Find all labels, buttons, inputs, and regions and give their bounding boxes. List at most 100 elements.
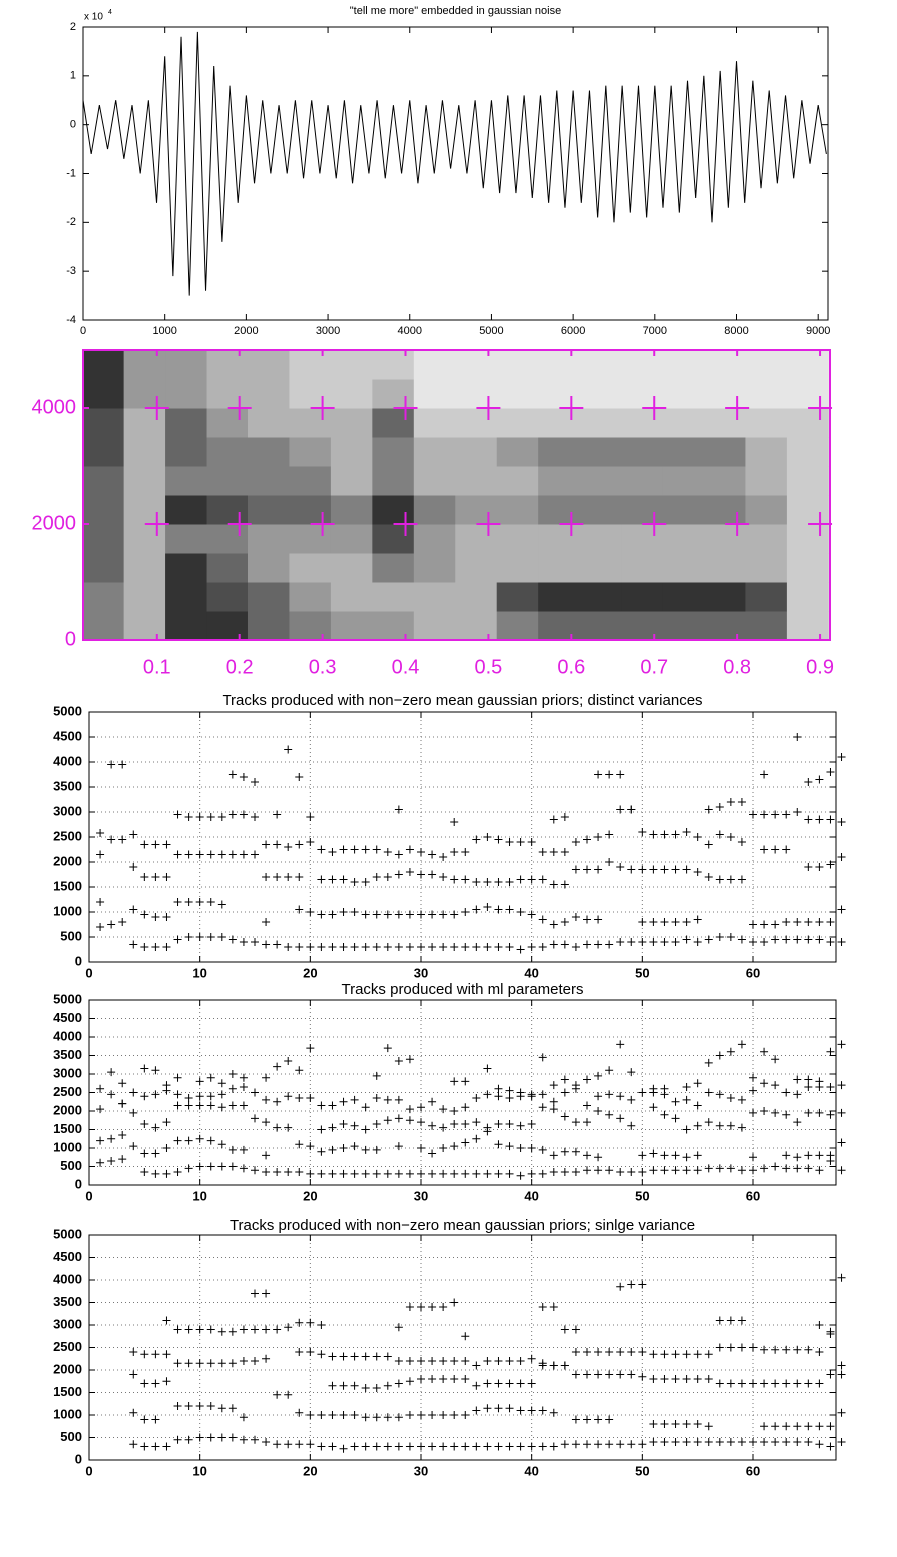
track-point [516,1442,525,1451]
track-point [372,845,381,854]
x-tick-label: 2000 [234,325,258,337]
track-point [262,1325,271,1334]
x-tick-label: 0.5 [475,656,503,678]
spectrogram-cell [82,437,125,467]
track-point [571,1415,580,1424]
spectrogram-cell [165,350,208,380]
track-point [383,1442,392,1451]
spectrogram-cell [579,437,622,467]
y-tick-label: 2000 [32,512,77,534]
track-point [538,1442,547,1451]
track-point [228,1433,237,1442]
track-point [295,1318,304,1327]
spectrogram-cell [247,582,290,612]
spectrogram-cell [538,611,581,641]
track-point [693,1375,702,1383]
track-point [494,835,503,844]
track-point [284,1440,293,1449]
track-point [173,1168,182,1177]
track-point [306,1094,315,1103]
track-point [417,943,425,951]
y-tick-label: 5000 [53,991,82,1006]
track-point [450,848,459,856]
track-point [151,1442,160,1451]
spectrogram-cell [372,466,415,496]
track-point [129,1440,138,1449]
track-point [560,1325,569,1334]
spectrogram-cell [247,350,290,380]
track-point [594,1153,603,1162]
track-point [594,1415,603,1424]
track-point [516,875,525,884]
track-point [295,1440,304,1449]
track-point [472,1094,481,1103]
track-point [760,1047,769,1056]
track-point [251,1435,259,1444]
track-point [372,1352,381,1361]
track-point [560,1075,569,1084]
track-point [450,1119,459,1128]
track-point [571,943,580,951]
track-point [284,1057,293,1066]
track-point [405,1055,414,1064]
track-point [693,868,702,876]
spectrogram-cell [330,466,373,496]
track-point [439,1442,448,1451]
track-point [162,913,171,921]
spectrogram-cell [455,350,498,380]
y-tick-label: 4000 [32,396,77,418]
track-point [461,875,470,884]
track-point [339,875,348,884]
track-point [417,848,425,856]
track-point [616,863,625,871]
track-point [815,1166,824,1175]
grid-cross [808,512,833,536]
track-point [594,770,603,779]
track-point [394,1379,403,1388]
track-point [837,1040,846,1049]
track-point [616,1370,625,1379]
spectrogram-cell [621,408,664,438]
track-point [760,1079,769,1088]
track-point [450,1375,459,1383]
track-point [549,1442,558,1451]
track-point [649,865,658,874]
spectrogram-cell [745,466,788,496]
track-point [704,1422,713,1431]
track-point [760,1345,769,1354]
track-point [162,1377,171,1386]
track-point [538,1361,547,1370]
track-point [837,853,846,861]
track-point [671,1420,680,1428]
spectrogram-cell [165,408,208,438]
spectrogram-cell [703,408,746,438]
track-point [184,1094,193,1103]
track-point [605,770,614,779]
track-point [428,910,437,919]
x-tick-label: 40 [524,965,538,980]
track-point [328,1352,337,1361]
track-point [461,1375,470,1383]
track-point [439,943,448,951]
track-point [616,938,625,946]
track-point [627,1348,636,1356]
y-tick-label: 0 [70,119,76,131]
track-point [538,1169,547,1178]
track-point [461,1119,470,1128]
spectrogram-cell [496,379,539,409]
track-point [771,920,780,929]
track-point [461,1169,470,1178]
track-point [538,943,547,951]
spectrogram-cell [579,582,622,612]
track-point [162,873,171,881]
spectrogram-cell [123,582,166,612]
track-point [228,1162,237,1171]
track-point [140,1168,149,1177]
track-point [571,1440,580,1449]
y-tick-label: 0 [75,953,82,968]
spectrogram-cell [289,466,332,496]
track-point [317,1411,326,1419]
track-point [826,1082,835,1091]
track-point [350,878,359,886]
track-point [350,1381,359,1390]
